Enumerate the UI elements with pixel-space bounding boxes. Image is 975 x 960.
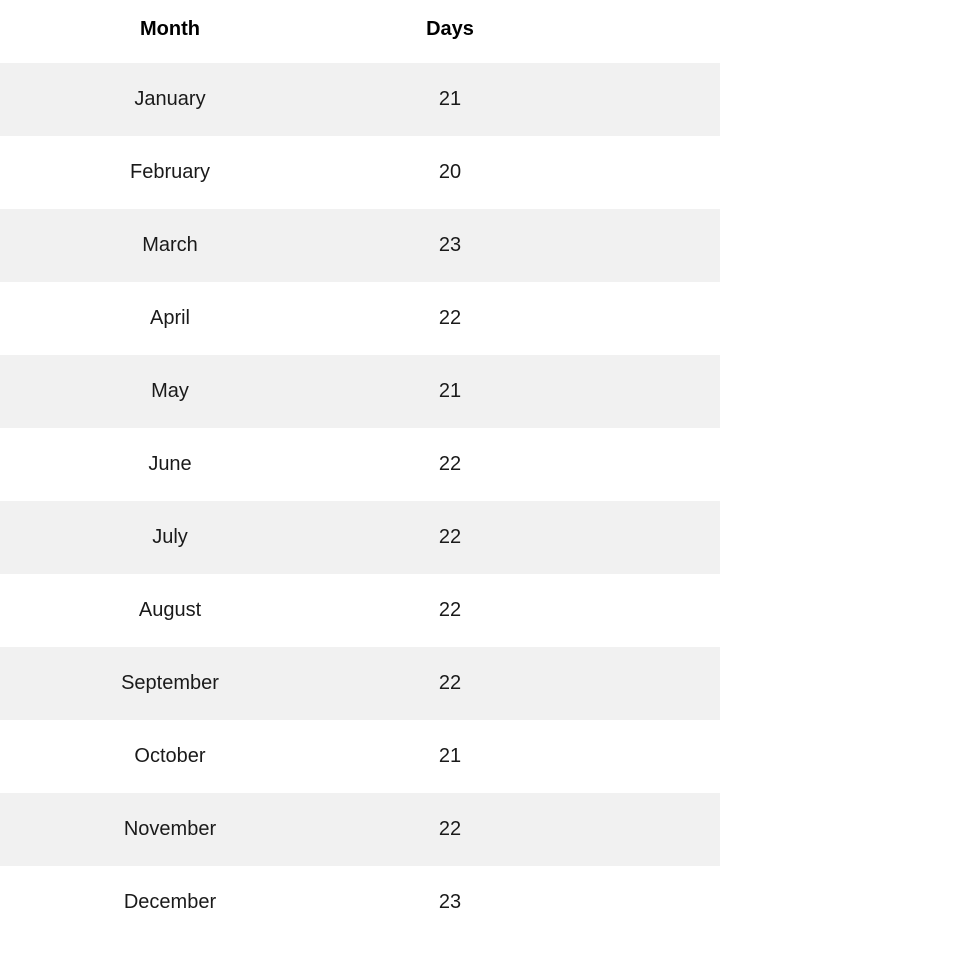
table-row: March 23 <box>0 209 720 282</box>
cell-days: 22 <box>340 526 560 549</box>
cell-days: 23 <box>340 891 560 914</box>
cell-month: May <box>0 380 340 403</box>
cell-month: September <box>0 672 340 695</box>
table-row: January 21 <box>0 63 720 136</box>
cell-days: 22 <box>340 818 560 841</box>
cell-days: 21 <box>340 745 560 768</box>
table-row: October 21 <box>0 720 720 793</box>
table-row: May 21 <box>0 355 720 428</box>
cell-month: March <box>0 234 340 257</box>
cell-month: June <box>0 453 340 476</box>
header-month: Month <box>0 18 340 41</box>
header-days: Days <box>340 18 560 41</box>
cell-days: 22 <box>340 599 560 622</box>
cell-days: 22 <box>340 453 560 476</box>
table-header-row: Month Days <box>0 0 720 63</box>
table-row: February 20 <box>0 136 720 209</box>
table-row: June 22 <box>0 428 720 501</box>
table-row: September 22 <box>0 647 720 720</box>
cell-month: January <box>0 88 340 111</box>
cell-month: July <box>0 526 340 549</box>
cell-month: October <box>0 745 340 768</box>
table-row: July 22 <box>0 501 720 574</box>
cell-month: February <box>0 161 340 184</box>
cell-month: December <box>0 891 340 914</box>
table-row: August 22 <box>0 574 720 647</box>
cell-days: 22 <box>340 672 560 695</box>
cell-days: 20 <box>340 161 560 184</box>
cell-month: April <box>0 307 340 330</box>
cell-days: 22 <box>340 307 560 330</box>
cell-month: November <box>0 818 340 841</box>
month-days-table: Month Days January 21 February 20 March … <box>0 0 720 939</box>
cell-days: 21 <box>340 88 560 111</box>
cell-month: August <box>0 599 340 622</box>
table-row: December 23 <box>0 866 720 939</box>
table-row: November 22 <box>0 793 720 866</box>
cell-days: 21 <box>340 380 560 403</box>
table-row: April 22 <box>0 282 720 355</box>
cell-days: 23 <box>340 234 560 257</box>
